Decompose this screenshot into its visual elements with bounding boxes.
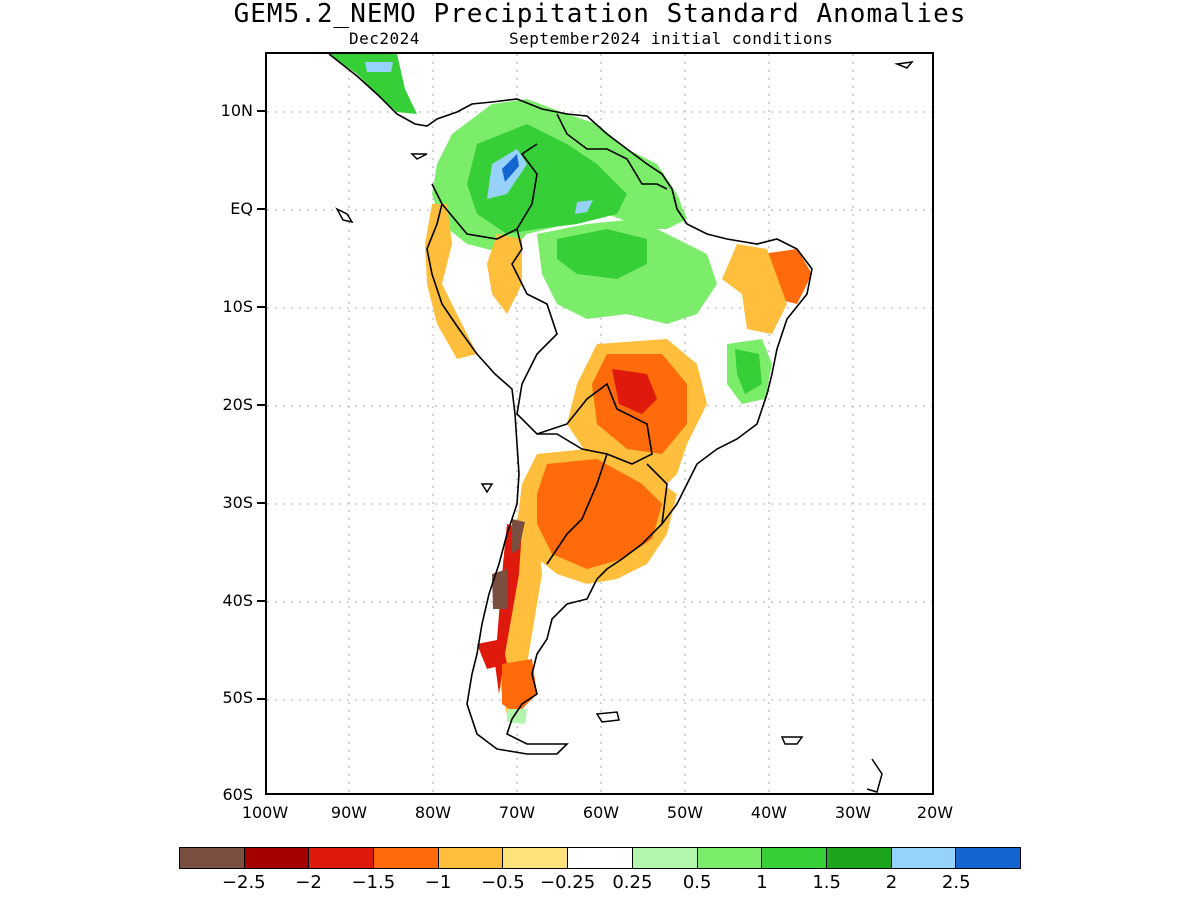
legend-label: 1 bbox=[756, 872, 768, 893]
lat-label-eq: EQ bbox=[230, 199, 253, 218]
lat-tick bbox=[257, 306, 265, 308]
precipitation-anomaly-map bbox=[265, 52, 934, 795]
lat-label-10n: 10N bbox=[220, 101, 253, 120]
legend-swatch bbox=[762, 848, 827, 868]
lat-label-50s: 50S bbox=[222, 688, 253, 707]
lon-label-30w: 30W bbox=[834, 803, 872, 822]
lat-label-20s: 20S bbox=[222, 395, 253, 414]
legend-label: 0.5 bbox=[682, 872, 712, 893]
legend-label: −1.5 bbox=[351, 872, 396, 893]
lat-label-30s: 30S bbox=[222, 493, 253, 512]
legend-label: 2.5 bbox=[941, 872, 971, 893]
lon-label-60w: 60W bbox=[582, 803, 620, 822]
lat-tick bbox=[257, 404, 265, 406]
legend-swatch bbox=[891, 848, 957, 868]
legend-label: −0.25 bbox=[540, 872, 596, 893]
legend-label: −2 bbox=[295, 872, 322, 893]
legend-swatch bbox=[438, 848, 504, 868]
coastlines bbox=[328, 54, 813, 755]
lat-tick bbox=[257, 600, 265, 602]
legend-swatch bbox=[503, 848, 569, 868]
legend-swatch bbox=[568, 848, 633, 868]
lon-label-80w: 80W bbox=[414, 803, 452, 822]
lat-label-60s: 60S bbox=[222, 785, 253, 804]
anomaly-fields bbox=[329, 54, 812, 724]
islands bbox=[335, 61, 914, 793]
legend-label: −0.5 bbox=[480, 872, 525, 893]
map-title: GEM5.2_NEMO Precipitation Standard Anoma… bbox=[233, 0, 967, 29]
lon-label-70w: 70W bbox=[498, 803, 536, 822]
legend-label: −2.5 bbox=[221, 872, 266, 893]
legend-swatch bbox=[244, 848, 310, 868]
lon-label-100w: 100W bbox=[241, 803, 289, 822]
forecast-month: Dec2024 bbox=[349, 29, 420, 48]
lon-label-40w: 40W bbox=[750, 803, 788, 822]
lon-label-50w: 50W bbox=[666, 803, 704, 822]
legend-label: 0.25 bbox=[612, 872, 653, 893]
lat-label-40s: 40S bbox=[222, 591, 253, 610]
legend-label: −1 bbox=[424, 872, 452, 893]
legend-label: 1.5 bbox=[812, 872, 841, 893]
legend-swatch bbox=[956, 848, 1020, 868]
legend-swatch bbox=[826, 848, 892, 868]
initial-conditions: September2024 initial conditions bbox=[509, 29, 834, 48]
lon-label-20w: 20W bbox=[916, 803, 954, 822]
legend-swatch bbox=[697, 848, 763, 868]
lat-tick bbox=[257, 110, 265, 112]
lat-tick bbox=[257, 502, 265, 504]
map-canvas bbox=[267, 54, 932, 793]
color-scale-legend bbox=[179, 847, 1021, 869]
lat-label-10s: 10S bbox=[222, 297, 253, 316]
lon-label-90w: 90W bbox=[330, 803, 368, 822]
legend-swatch bbox=[632, 848, 698, 868]
legend-swatch bbox=[180, 848, 245, 868]
legend-swatch bbox=[374, 848, 439, 868]
legend-label: 2 bbox=[885, 872, 898, 893]
lat-tick bbox=[257, 698, 265, 700]
lat-tick bbox=[257, 208, 265, 210]
legend-swatch bbox=[309, 848, 375, 868]
